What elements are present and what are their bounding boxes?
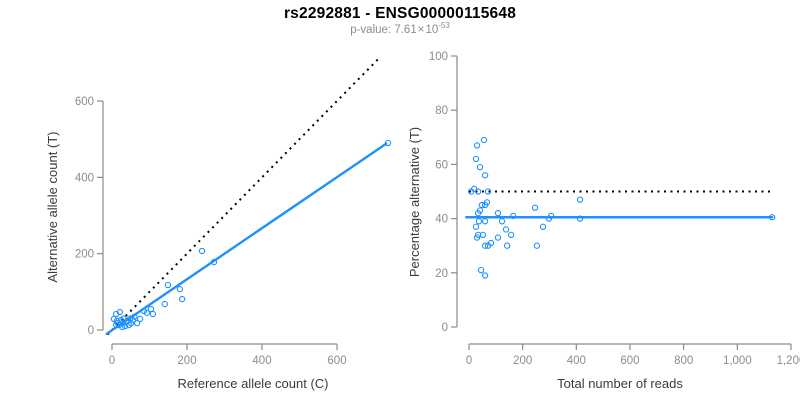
data-point	[487, 239, 495, 247]
data-point	[576, 196, 584, 203]
data-point	[494, 210, 502, 217]
data-point	[531, 204, 539, 211]
data-point	[480, 136, 488, 144]
data-point	[118, 323, 126, 331]
y-tick-label: 0	[442, 322, 448, 334]
data-point	[384, 139, 392, 147]
y-tick-label: 100	[429, 51, 448, 63]
allele-counts-scatter: 0 200 400 600 0 200 400 600 Reference allele cou…	[45, 56, 392, 391]
data-point	[483, 199, 491, 206]
x-tick-label: 400	[252, 355, 271, 367]
x-tick-label: 1,200	[777, 355, 800, 367]
data-point	[481, 242, 489, 249]
data-point	[164, 281, 172, 289]
plot-lines	[105, 56, 388, 336]
y-tick-label: 200	[75, 249, 94, 261]
data-point	[481, 272, 489, 279]
data-point	[477, 266, 485, 274]
data-point	[476, 207, 484, 214]
x-axis-label: Total number of reads	[557, 376, 683, 391]
fit-line	[105, 142, 388, 336]
data-point	[472, 155, 480, 163]
data-point	[510, 212, 517, 220]
data-point	[503, 242, 511, 249]
data-point	[198, 247, 206, 255]
x-tick-label: 1,000	[723, 355, 752, 367]
data-point	[507, 231, 515, 239]
data-point	[161, 300, 169, 308]
data-point	[475, 218, 483, 225]
data-point	[178, 295, 186, 303]
x-tick-label: 600	[620, 355, 639, 367]
pvalue-exponent: -53	[438, 21, 450, 31]
plot-lines	[465, 190, 774, 219]
x-tick-label: 400	[567, 355, 586, 367]
y-axis-label: Percentage alternative (T)	[407, 127, 422, 277]
plot-points	[110, 139, 392, 331]
percentage-alternative-scatter: 0 20 40 60 80 100 0 200 400 600 800 1,000 1,200 Total…	[407, 51, 800, 391]
x-tick-label: 0	[109, 355, 115, 367]
data-point	[121, 323, 129, 330]
x-tick-label: 600	[327, 355, 346, 367]
data-point	[539, 223, 547, 230]
plot-subtitle: p-value: 7.61×10-53	[0, 21, 800, 36]
data-point	[498, 218, 506, 225]
y-tick-label: 400	[75, 172, 94, 184]
data-point	[472, 223, 480, 230]
y-tick-label: 20	[435, 268, 448, 280]
data-point	[131, 313, 138, 320]
pvalue-mantissa: 7.61	[394, 24, 417, 36]
data-point	[478, 201, 486, 209]
data-point	[136, 315, 144, 323]
data-point	[476, 163, 484, 171]
data-point	[149, 310, 157, 318]
data-point	[576, 215, 584, 222]
data-point	[769, 214, 776, 221]
data-point	[484, 188, 492, 195]
data-point	[481, 172, 489, 179]
y-tick-label: 0	[88, 325, 94, 337]
data-point	[547, 212, 555, 220]
y-tick-label: 600	[75, 96, 94, 108]
y-tick-label: 40	[435, 214, 448, 226]
x-tick-label: 200	[177, 355, 196, 367]
x-tick-label: 200	[513, 355, 532, 367]
pvalue-label: p-value:	[350, 24, 392, 36]
y-tick-label: 80	[435, 105, 448, 117]
data-point	[533, 242, 541, 249]
data-point	[481, 218, 489, 225]
data-point	[502, 226, 510, 233]
y-axis-label: Alternative allele count (T)	[45, 131, 60, 282]
data-point	[143, 309, 151, 316]
data-point	[494, 234, 502, 241]
identity-line	[106, 56, 381, 336]
plot-title: rs2292881 - ENSG00000115648	[283, 5, 517, 22]
data-point	[116, 308, 124, 316]
plot-points	[467, 136, 776, 279]
y-tick-label: 60	[435, 159, 448, 171]
pvalue-base: 10	[425, 24, 439, 36]
x-axis-label: Reference allele count (C)	[177, 376, 328, 391]
data-point	[133, 319, 141, 327]
x-tick-label: 800	[674, 355, 693, 367]
data-point	[479, 231, 487, 239]
data-point	[473, 142, 481, 149]
data-point	[210, 258, 218, 266]
x-tick-label: 0	[466, 355, 472, 367]
data-point	[474, 188, 482, 195]
data-point	[176, 286, 184, 293]
data-point	[129, 316, 137, 324]
pvalue-times: ×	[417, 24, 425, 36]
